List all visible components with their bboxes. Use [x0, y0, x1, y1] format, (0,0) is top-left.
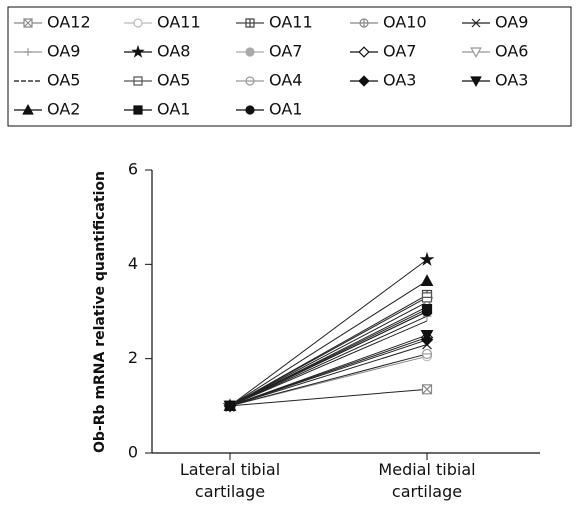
marker: [131, 44, 145, 58]
series-line: [229, 344, 428, 407]
series-line: [229, 320, 428, 407]
legend-label: OA1: [269, 100, 302, 119]
y-tick-label: 4: [128, 254, 138, 273]
marker: [420, 329, 434, 342]
marker: [245, 18, 255, 28]
series-line: [229, 259, 428, 407]
marker: [23, 18, 33, 28]
legend-label: OA3: [495, 71, 528, 90]
marker: [420, 274, 434, 286]
legend-label: OA3: [383, 71, 416, 90]
marker: [133, 105, 143, 115]
y-tick-label: 6: [128, 160, 138, 179]
legend-label: OA7: [269, 42, 302, 61]
x-tick-label: Medial tibial cartilage: [378, 460, 476, 501]
marker: [358, 75, 370, 87]
legend-box: [7, 6, 572, 127]
legend-label: OA9: [495, 13, 528, 32]
marker: [470, 76, 482, 88]
legend-label: OA9: [47, 42, 80, 61]
series-line: [229, 334, 428, 407]
series-line: [229, 301, 428, 407]
series-line: [229, 315, 428, 407]
legend-label: OA4: [269, 71, 302, 90]
legend-label: OA1: [157, 100, 190, 119]
marker: [470, 47, 482, 59]
marker: [358, 46, 370, 58]
marker: [245, 105, 255, 115]
legend-label: OA8: [157, 42, 190, 61]
legend-label: OA10: [383, 13, 427, 32]
legend-label: OA5: [157, 71, 190, 90]
series-line: [229, 280, 428, 407]
marker: [245, 47, 255, 57]
marker: [24, 48, 32, 56]
legend-label: OA7: [383, 42, 416, 61]
marker: [421, 292, 433, 303]
legend-label: OA5: [47, 71, 80, 90]
marker: [421, 348, 433, 360]
legend-label: OA12: [47, 13, 91, 32]
marker: [22, 103, 34, 115]
marker: [133, 76, 143, 86]
y-tick-label: 2: [128, 348, 138, 367]
marker: [471, 18, 481, 28]
legend-label: OA11: [157, 13, 201, 32]
legend-label: OA6: [495, 42, 528, 61]
legend-label: OA2: [47, 100, 80, 119]
series-line: [229, 311, 428, 407]
legend-label: OA11: [269, 13, 313, 32]
marker: [421, 306, 433, 317]
marker: [245, 76, 255, 86]
marker: [133, 18, 143, 28]
series-line: [229, 388, 428, 407]
y-axis-label: Ob-Rb mRNA relative quantification: [92, 171, 108, 453]
marker: [421, 384, 433, 395]
marker: [224, 400, 236, 411]
marker: [419, 251, 435, 266]
series-line: [229, 339, 428, 407]
series-line: [229, 353, 428, 407]
y-tick-label: 0: [128, 443, 138, 462]
series-line: [229, 296, 428, 407]
marker: [359, 18, 369, 28]
x-tick-label: Lateral tibial cartilage: [179, 460, 281, 501]
